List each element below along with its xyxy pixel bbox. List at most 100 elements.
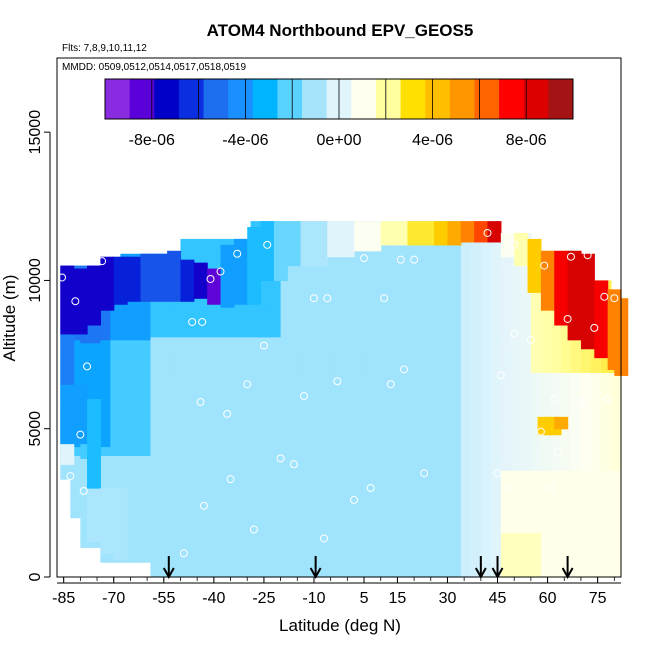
heatmap-cell (520, 523, 532, 534)
heatmap-cell (370, 372, 382, 382)
heatmap-cell (180, 336, 192, 347)
heatmap-cell (190, 363, 202, 373)
heatmap-cell (590, 399, 602, 409)
heatmap-cell (500, 532, 512, 543)
heatmap-cell (250, 399, 262, 409)
heatmap-cell (130, 544, 142, 554)
heatmap-cell (450, 274, 462, 284)
heatmap-cell (420, 354, 432, 365)
heatmap-cell (350, 247, 362, 258)
heatmap-cell (200, 452, 212, 462)
heatmap-cell (330, 443, 342, 454)
heatmap-cell (410, 256, 422, 267)
heatmap-cell (250, 372, 262, 382)
heatmap-cell (140, 428, 152, 439)
heatmap-cell (580, 425, 592, 436)
colorbar-swatch (474, 79, 500, 119)
heatmap-cell (610, 416, 622, 427)
heatmap-cell (580, 345, 592, 356)
heatmap-cell (490, 247, 502, 258)
heatmap-cell (430, 265, 442, 276)
heatmap-cell (420, 292, 432, 302)
heatmap-cell (80, 520, 91, 531)
heatmap-cell (70, 265, 81, 270)
heatmap-cell (520, 532, 532, 543)
heatmap-cell (440, 265, 452, 276)
heatmap-cell (530, 354, 542, 365)
heatmap-cell (180, 327, 192, 338)
heatmap-cell (390, 541, 402, 551)
heatmap-cell (87, 488, 101, 543)
sample-point (590, 323, 599, 332)
heatmap-cell (180, 247, 192, 258)
heatmap-cell (260, 381, 272, 391)
heatmap-cell (350, 399, 362, 409)
colorbar-swatch (351, 79, 377, 119)
heatmap-cell (450, 425, 462, 436)
heatmap-cell (150, 559, 162, 569)
heatmap-cell (440, 247, 452, 258)
heatmap-cell (440, 283, 452, 293)
heatmap-cell (330, 505, 342, 516)
heatmap-cell (190, 247, 202, 258)
heatmap-cell (520, 363, 532, 373)
heatmap-cell (410, 488, 422, 498)
heatmap-cell (160, 327, 172, 338)
heatmap-cell (400, 425, 412, 436)
heatmap-cell (420, 274, 432, 284)
heatmap-cell (260, 345, 272, 356)
heatmap-cell (360, 505, 372, 516)
heatmap-cell (270, 363, 282, 373)
heatmap-cell (510, 461, 522, 471)
heatmap-cell (300, 372, 312, 382)
heatmap-cell (113, 256, 128, 305)
heatmap-cell (140, 544, 152, 554)
heatmap-cell (290, 479, 302, 489)
heatmap-cell (407, 221, 422, 246)
heatmap-cell (500, 568, 512, 578)
heatmap-cell (330, 479, 342, 489)
heatmap-cell (450, 488, 462, 498)
heatmap-cell (490, 390, 502, 400)
heatmap-cell (190, 505, 202, 516)
heatmap-cell (310, 274, 322, 284)
heatmap-cell (350, 318, 362, 329)
heatmap-cell (200, 390, 212, 400)
heatmap-cell (180, 541, 192, 551)
heatmap-cell (130, 499, 142, 510)
heatmap-cell (260, 301, 272, 311)
heatmap-cell (170, 488, 182, 498)
heatmap-cell (300, 550, 312, 560)
heatmap-cell (80, 378, 91, 388)
heatmap-cell (390, 247, 402, 258)
heatmap-cell (470, 425, 482, 436)
heatmap-cell (270, 425, 282, 436)
heatmap-cell (590, 381, 602, 391)
heatmap-cell (554, 250, 569, 326)
heatmap-cell (140, 321, 152, 332)
heatmap-cell (180, 372, 192, 382)
heatmap-cell (190, 372, 202, 382)
heatmap-cell (110, 482, 122, 492)
heatmap-cell (220, 452, 232, 462)
heatmap-cell (190, 327, 202, 338)
heatmap-cell (220, 416, 232, 427)
sample-point (546, 484, 555, 493)
heatmap-cell (100, 384, 111, 394)
heatmap-cell (490, 443, 502, 454)
heatmap-cell (330, 318, 342, 329)
heatmap-cell (570, 514, 582, 525)
heatmap-cell (130, 446, 142, 457)
heatmap-cell (110, 393, 122, 403)
heatmap-cell (420, 336, 432, 347)
heatmap-cell (280, 381, 292, 391)
heatmap-cell (210, 488, 222, 498)
sample-point (400, 365, 409, 374)
heatmap-cell (100, 375, 111, 385)
heatmap-cell (200, 363, 212, 373)
heatmap-cell (550, 514, 562, 525)
heatmap-cell (510, 434, 522, 445)
heatmap-cell (490, 283, 502, 293)
heatmap-cell (230, 354, 242, 365)
heatmap-cell (200, 345, 212, 356)
